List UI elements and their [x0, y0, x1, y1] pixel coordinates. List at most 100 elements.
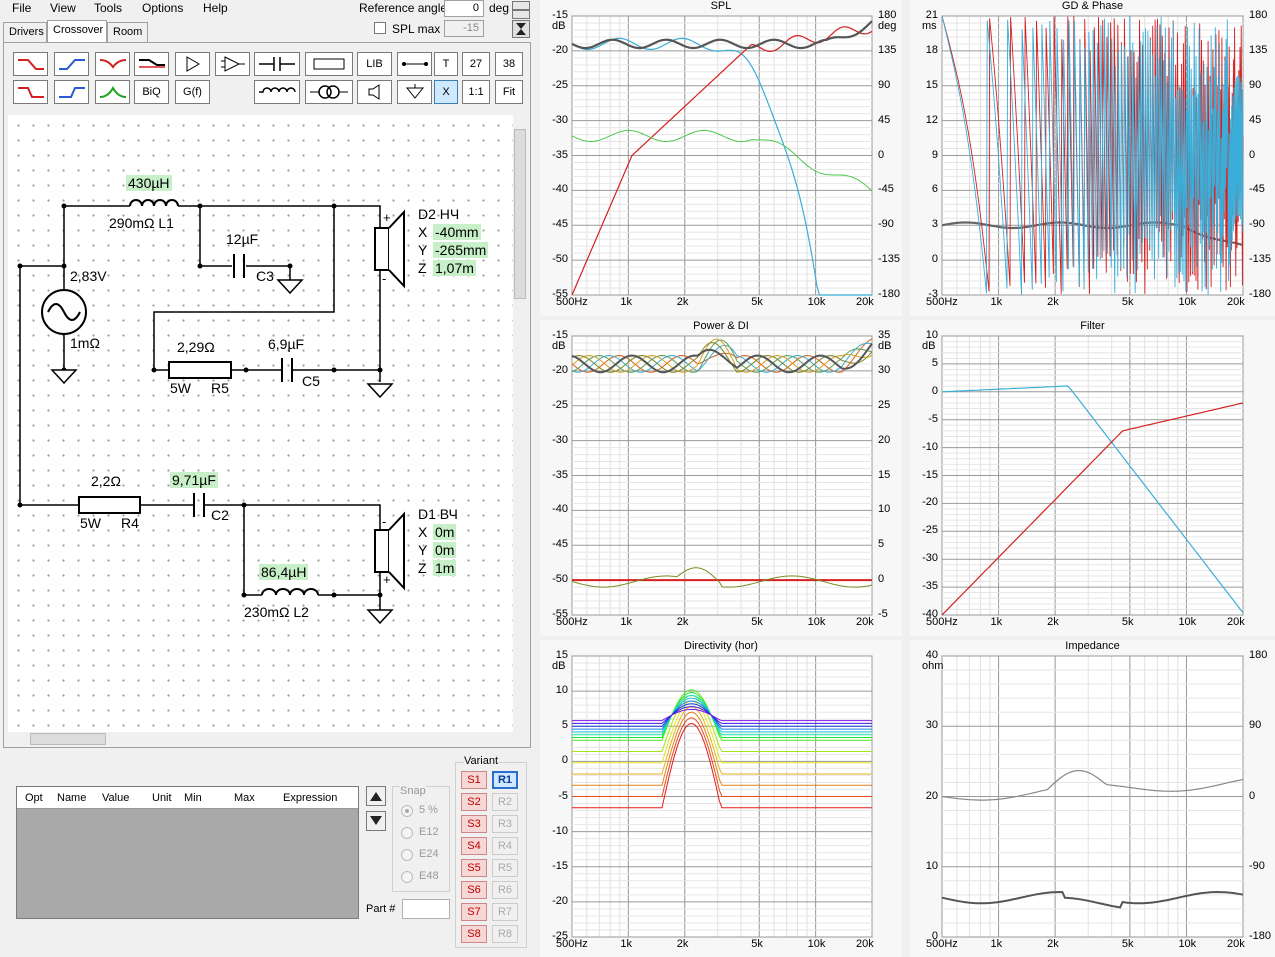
- lib-button[interactable]: LIB: [357, 52, 392, 76]
- source-impedance[interactable]: 1mΩ: [70, 335, 100, 351]
- buffer-button[interactable]: [175, 52, 210, 76]
- c5-value[interactable]: 6,9µF: [268, 336, 305, 352]
- bandstop-red-button[interactable]: [95, 52, 130, 76]
- spl-max-input[interactable]: -15: [444, 20, 484, 37]
- tab-drivers[interactable]: Drivers: [3, 22, 47, 42]
- menu-file[interactable]: File: [12, 1, 32, 15]
- col-expression[interactable]: Expression: [283, 792, 338, 804]
- value-27-button[interactable]: 27: [462, 52, 490, 76]
- snap-5pct-radio[interactable]: [401, 805, 413, 817]
- d1-x[interactable]: 0m: [433, 524, 457, 540]
- variant-s3-button[interactable]: S3: [461, 815, 487, 833]
- power-plot[interactable]: [540, 320, 902, 636]
- x-toggle-button[interactable]: X: [434, 80, 458, 104]
- fit-button[interactable]: Fit: [495, 80, 523, 104]
- col-max[interactable]: Max: [234, 792, 255, 804]
- biq-button[interactable]: BiQ: [134, 80, 169, 104]
- c3-value[interactable]: 12µF: [226, 231, 259, 247]
- variant-r5-button[interactable]: R5: [492, 859, 518, 877]
- spin-updown-icon[interactable]: [512, 20, 530, 38]
- d2-x[interactable]: -40mm: [433, 224, 481, 240]
- directivity-angle-curve: [572, 703, 872, 727]
- variant-s1-button[interactable]: S1: [461, 771, 487, 789]
- resistor-button[interactable]: [305, 52, 353, 76]
- source-voltage[interactable]: 2,83V: [70, 268, 107, 284]
- directivity-x-tick: 5k: [751, 938, 763, 950]
- variant-r2-button[interactable]: R2: [492, 793, 518, 811]
- variant-s7-button[interactable]: S7: [461, 903, 487, 921]
- l2-value[interactable]: 86,4µH: [259, 564, 309, 580]
- variant-s8-button[interactable]: S8: [461, 925, 487, 943]
- variant-r6-button[interactable]: R6: [492, 881, 518, 899]
- move-down-button[interactable]: [366, 811, 386, 831]
- wire-button[interactable]: [397, 52, 432, 76]
- snap-e48-radio[interactable]: [401, 871, 413, 883]
- move-up-button[interactable]: [366, 786, 386, 806]
- highpass-blue-2-button[interactable]: [54, 80, 89, 104]
- col-name[interactable]: Name: [57, 792, 87, 804]
- part-number-input[interactable]: [402, 899, 450, 919]
- optimizer-grid[interactable]: Opt Name Value Unit Min Max Expression: [16, 786, 359, 919]
- schematic-horizontal-scrollbar[interactable]: [8, 732, 513, 746]
- bandpass-green-button[interactable]: [95, 80, 130, 104]
- menu-view[interactable]: View: [50, 1, 76, 15]
- menu-help[interactable]: Help: [203, 1, 228, 15]
- directivity-plot[interactable]: [540, 640, 902, 957]
- lowpass-red-button[interactable]: [13, 52, 48, 76]
- transformer-button[interactable]: [305, 80, 353, 104]
- inductor-button[interactable]: [254, 80, 300, 104]
- d1-z[interactable]: 1m: [433, 560, 457, 576]
- tab-room[interactable]: Room: [107, 22, 148, 42]
- variant-s4-button[interactable]: S4: [461, 837, 487, 855]
- schematic-canvas[interactable]: [8, 115, 513, 732]
- spin-down-icon[interactable]: [512, 10, 530, 19]
- highpass-blue-button[interactable]: [54, 52, 89, 76]
- tab-crossover[interactable]: Crossover: [47, 20, 107, 43]
- col-value[interactable]: Value: [102, 792, 130, 804]
- l1-value[interactable]: 430µH: [126, 175, 172, 191]
- menu-tools[interactable]: Tools: [94, 1, 123, 15]
- r5-value[interactable]: 2,29Ω: [177, 339, 215, 355]
- gf-button[interactable]: G(f): [175, 80, 210, 104]
- spin-up-icon[interactable]: [512, 1, 530, 10]
- d1-y[interactable]: 0m: [433, 542, 457, 558]
- col-opt[interactable]: Opt: [25, 792, 43, 804]
- schematic-vertical-scrollbar[interactable]: [513, 115, 527, 732]
- reference-angle-input[interactable]: 0: [444, 0, 484, 17]
- variant-r1-button[interactable]: R1: [492, 771, 518, 789]
- variant-r3-button[interactable]: R3: [492, 815, 518, 833]
- variant-r4-button[interactable]: R4: [492, 837, 518, 855]
- one-to-one-button[interactable]: 1:1: [462, 80, 490, 104]
- r4-value[interactable]: 2,2Ω: [91, 473, 121, 489]
- capacitor-button[interactable]: [254, 52, 300, 76]
- snap-e12-radio[interactable]: [401, 827, 413, 839]
- shelf-button[interactable]: [134, 52, 169, 76]
- variant-s2-button[interactable]: S2: [461, 793, 487, 811]
- directivity-angle-curve: [572, 722, 872, 809]
- c2-value[interactable]: 9,71µF: [170, 472, 218, 488]
- filter-plot[interactable]: [910, 320, 1275, 636]
- gdphase-plot[interactable]: [910, 0, 1275, 316]
- d2-y[interactable]: -265mm: [433, 242, 489, 258]
- spl-y2-tick: 180: [878, 9, 897, 21]
- ground-button[interactable]: [397, 80, 432, 104]
- col-unit[interactable]: Unit: [152, 792, 172, 804]
- d2-z[interactable]: 1,07m: [433, 260, 476, 276]
- d2-y-label: Y: [418, 242, 428, 258]
- variant-s5-button[interactable]: S5: [461, 859, 487, 877]
- spl-plot[interactable]: [540, 0, 902, 316]
- variant-s6-button[interactable]: S6: [461, 881, 487, 899]
- snap-e24-radio[interactable]: [401, 849, 413, 861]
- variant-r8-button[interactable]: R8: [492, 925, 518, 943]
- col-min[interactable]: Min: [184, 792, 202, 804]
- spl-y-tick: -20: [552, 43, 568, 56]
- opamp-button[interactable]: [215, 52, 250, 76]
- value-38-button[interactable]: 38: [495, 52, 523, 76]
- t-button[interactable]: T: [434, 52, 458, 76]
- lowpass-red-2-button[interactable]: [13, 80, 48, 104]
- speaker-button[interactable]: [357, 80, 392, 104]
- menu-options[interactable]: Options: [142, 1, 184, 15]
- variant-r7-button[interactable]: R7: [492, 903, 518, 921]
- impedance-plot[interactable]: [910, 640, 1275, 957]
- spl-max-checkbox[interactable]: [374, 22, 386, 34]
